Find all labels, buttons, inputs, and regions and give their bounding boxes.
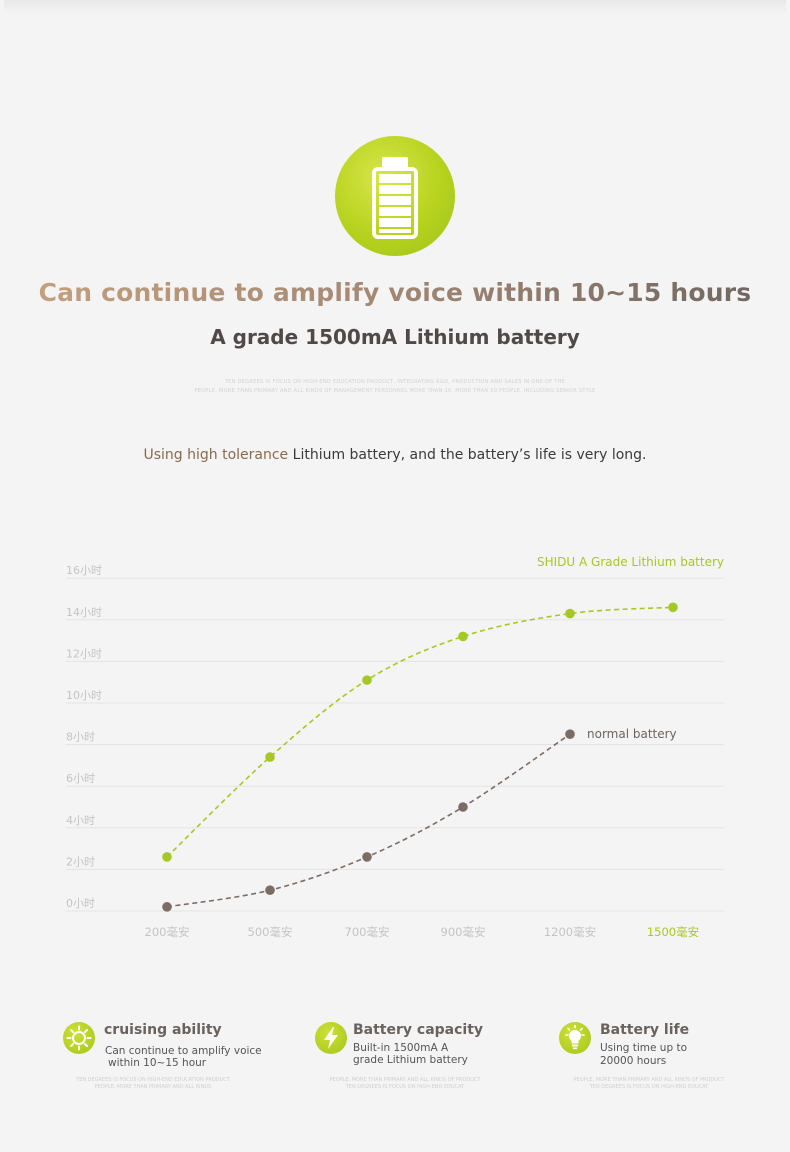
- description-accent: Using high tolerance: [143, 447, 289, 463]
- feature-fine-print: PEOPLE, MORE THAN PRIMARY AND ALL KINDS …: [573, 1077, 725, 1083]
- x-tick-label: 1500毫安: [647, 925, 699, 939]
- data-point: [565, 608, 575, 619]
- series-line: [166, 606, 674, 858]
- y-tick-label: 6小时: [66, 772, 95, 785]
- x-tick-label: 200毫安: [145, 925, 190, 939]
- y-tick-label: 14小时: [66, 606, 102, 619]
- feature-text: grade Lithium battery: [353, 1054, 468, 1066]
- feature-fine-print: PEOPLE, MORE THAN PRIMARY AND ALL KINDS …: [329, 1077, 481, 1083]
- battery-icon: [335, 136, 455, 256]
- y-tick-label: 0小时: [66, 897, 95, 910]
- series-label: normal battery: [587, 727, 677, 741]
- data-point: [458, 802, 468, 812]
- series-label: SHIDU A Grade Lithium battery: [537, 555, 724, 569]
- feature-fine-print: TEN DEGREES IS FOCUS ON HIGH-END EDUCAT: [589, 1084, 709, 1090]
- feature-text: Can continue to amplify voice: [105, 1045, 262, 1057]
- data-point: [265, 885, 275, 895]
- y-tick-label: 8小时: [66, 731, 95, 744]
- y-tick-label: 12小时: [66, 647, 102, 660]
- lightning-icon: [315, 1022, 347, 1054]
- top-shadow: [4, 0, 786, 14]
- data-point: [565, 729, 575, 739]
- data-point: [458, 631, 468, 642]
- data-point: [362, 852, 372, 862]
- feature-fine-print: TEN DEGREES IS FOCUS ON HIGH-END EDUCAT: [345, 1084, 465, 1090]
- lightbulb-icon: [559, 1022, 591, 1054]
- feature-title: Battery capacity: [353, 1022, 484, 1038]
- y-tick-label: 10小时: [66, 689, 102, 702]
- series-line: [166, 733, 571, 908]
- y-tick-label: 2小时: [66, 855, 95, 868]
- x-tick-label: 1200毫安: [544, 925, 596, 939]
- feature-text: within 10~15 hour: [108, 1057, 207, 1069]
- y-tick-label: 16小时: [66, 564, 102, 577]
- feature-fine-print: PEOPLE, MORE THAN PRIMARY AND ALL KINDS: [94, 1084, 212, 1090]
- data-point: [265, 752, 275, 762]
- battery-life-chart: 0小时 2小时 4小时 6小时 8小时 10小时 12小时 14小时 16小时 200毫安 500毫…: [66, 555, 724, 939]
- feature-title: cruising ability: [104, 1022, 222, 1038]
- fine-print-line: TEN DEGREES IS FOCUS ON HIGH-END EDUCATI…: [224, 379, 566, 385]
- x-tick-label: 900毫安: [441, 925, 486, 939]
- description: Using high tolerance Lithium battery, an…: [0, 447, 790, 463]
- description-rest: Lithium battery, and the battery’s life …: [288, 447, 647, 463]
- data-point: [162, 902, 172, 912]
- fine-print-line: PEOPLE, MORE THAN PRIMARY AND ALL KINDS …: [194, 388, 596, 394]
- feature-text: Using time up to: [600, 1042, 687, 1054]
- data-point: [668, 602, 678, 613]
- y-tick-label: 4小时: [66, 814, 95, 827]
- feature-text: Built-in 1500mA A: [353, 1042, 449, 1054]
- data-point: [162, 852, 172, 862]
- subheadline: A grade 1500mA Lithium battery: [210, 325, 580, 349]
- x-tick-label: 700毫安: [345, 925, 390, 939]
- feature-fine-print: TEN DEGREES IS FOCUS ON HIGH-END EDUCATI…: [76, 1077, 230, 1083]
- feature-text: 20000 hours: [600, 1055, 667, 1067]
- x-tick-label: 500毫安: [248, 925, 293, 939]
- sun-icon: [63, 1022, 95, 1054]
- feature-title: Battery life: [600, 1022, 690, 1038]
- headline: Can continue to amplify voice within 10~…: [0, 278, 790, 307]
- data-point: [362, 675, 372, 685]
